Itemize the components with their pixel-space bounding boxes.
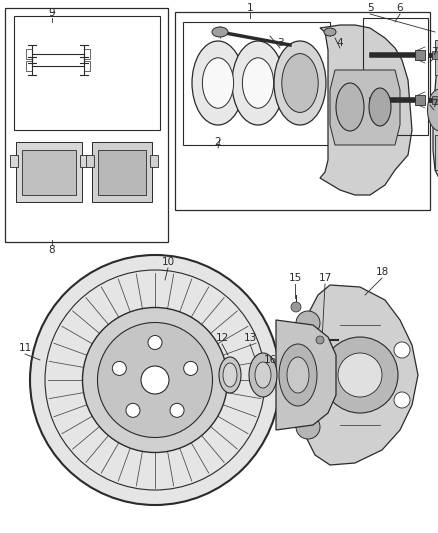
Polygon shape	[433, 22, 438, 190]
Ellipse shape	[369, 88, 391, 126]
Circle shape	[98, 322, 212, 438]
Text: 7: 7	[431, 47, 437, 57]
Bar	[10, 155, 18, 167]
Ellipse shape	[232, 41, 284, 125]
Bar	[435, 135, 438, 170]
Text: 12: 12	[215, 333, 229, 343]
Circle shape	[170, 403, 184, 417]
Text: _: _	[49, 3, 55, 13]
Ellipse shape	[212, 27, 228, 37]
Circle shape	[316, 336, 324, 344]
Text: 3: 3	[277, 38, 283, 48]
Polygon shape	[22, 150, 76, 195]
Bar	[26, 49, 32, 59]
Polygon shape	[298, 285, 418, 465]
Bar	[80, 155, 88, 167]
Text: 5: 5	[367, 3, 373, 13]
Bar	[363, 18, 428, 135]
Bar	[150, 155, 158, 167]
Ellipse shape	[192, 41, 244, 125]
Circle shape	[394, 342, 410, 358]
Ellipse shape	[427, 89, 438, 131]
Bar	[432, 51, 438, 59]
Bar	[5, 8, 168, 242]
Text: 9: 9	[49, 8, 55, 18]
Ellipse shape	[274, 41, 326, 125]
Circle shape	[291, 302, 301, 312]
Ellipse shape	[242, 58, 274, 108]
Ellipse shape	[223, 363, 237, 387]
Bar	[435, 40, 438, 75]
Text: 10: 10	[162, 257, 175, 267]
Polygon shape	[98, 150, 146, 195]
Circle shape	[30, 255, 280, 505]
Polygon shape	[330, 70, 400, 145]
Ellipse shape	[282, 54, 318, 112]
Text: 4: 4	[337, 38, 343, 48]
Ellipse shape	[255, 362, 271, 388]
Circle shape	[112, 361, 126, 375]
Circle shape	[394, 392, 410, 408]
Bar	[86, 155, 94, 167]
Circle shape	[296, 311, 320, 335]
Circle shape	[184, 361, 198, 375]
Circle shape	[148, 335, 162, 350]
Circle shape	[126, 403, 140, 417]
Bar	[26, 61, 32, 71]
Text: 15: 15	[288, 273, 302, 283]
Text: 2: 2	[215, 137, 221, 147]
Bar	[175, 12, 430, 210]
Circle shape	[82, 308, 227, 453]
Circle shape	[338, 353, 382, 397]
Text: 18: 18	[375, 267, 389, 277]
Circle shape	[322, 337, 398, 413]
Bar	[84, 49, 90, 59]
Ellipse shape	[202, 58, 233, 108]
Bar	[415, 50, 425, 60]
Text: 11: 11	[18, 343, 32, 353]
Ellipse shape	[324, 28, 336, 36]
Ellipse shape	[336, 83, 364, 131]
Text: 1: 1	[247, 3, 253, 13]
Text: 13: 13	[244, 333, 257, 343]
Text: 8: 8	[49, 245, 55, 255]
Circle shape	[296, 415, 320, 439]
Bar	[14, 16, 160, 130]
Ellipse shape	[219, 357, 241, 393]
Bar	[432, 96, 438, 104]
Bar	[84, 61, 90, 71]
Polygon shape	[276, 320, 336, 430]
Polygon shape	[16, 142, 82, 202]
Text: 7: 7	[431, 99, 437, 109]
Text: 6: 6	[397, 3, 403, 13]
Text: 17: 17	[318, 273, 332, 283]
Ellipse shape	[279, 344, 317, 406]
Bar	[415, 95, 425, 105]
Polygon shape	[320, 25, 412, 195]
Circle shape	[141, 366, 169, 394]
Ellipse shape	[249, 353, 277, 397]
Text: 16: 16	[263, 355, 277, 365]
Bar	[183, 22, 330, 145]
Polygon shape	[92, 142, 152, 202]
Ellipse shape	[287, 357, 309, 393]
